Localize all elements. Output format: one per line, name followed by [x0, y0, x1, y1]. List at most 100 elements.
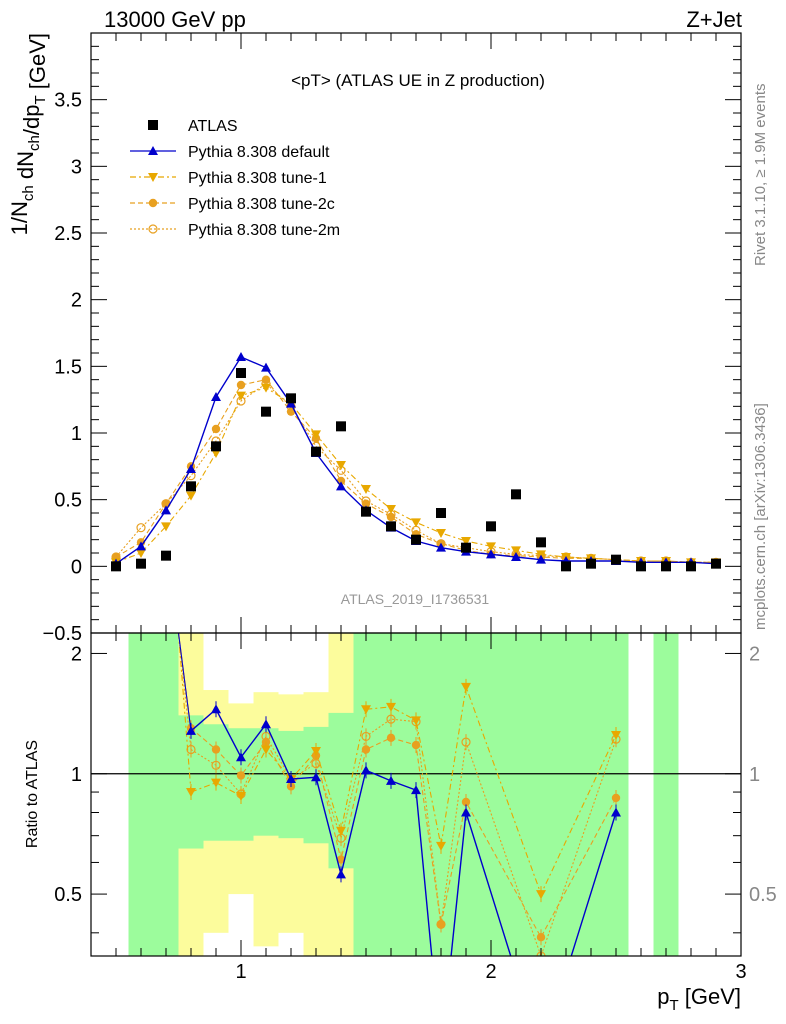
data-point	[586, 558, 596, 569]
data-point	[311, 446, 321, 457]
ratio-y-tick-label-right: 1	[749, 764, 760, 786]
data-point	[261, 375, 271, 384]
band-inner-17	[553, 633, 579, 956]
data-point	[661, 561, 671, 572]
ratio-point	[361, 705, 371, 715]
ratio-point	[436, 920, 446, 929]
data-point	[686, 561, 696, 572]
data-point	[436, 508, 446, 518]
data-point	[336, 461, 346, 470]
ratio-point	[236, 771, 246, 780]
data-point	[236, 380, 246, 390]
data-point	[486, 521, 496, 532]
data-point	[461, 537, 471, 546]
process-label: Z+Jet	[686, 7, 742, 32]
ratio-point	[211, 778, 221, 788]
ratio-point	[436, 841, 446, 851]
data-point	[611, 554, 621, 565]
ratio-line-3	[190, 718, 617, 956]
x-tick-label: 3	[735, 961, 746, 983]
ratio-point	[536, 933, 546, 942]
ratio-point	[461, 682, 471, 692]
data-point	[511, 546, 521, 556]
data-point	[436, 529, 446, 538]
ratio-entry-line	[177, 633, 192, 731]
ratio-point	[361, 745, 371, 754]
ratio-point	[411, 785, 421, 795]
data-point	[511, 552, 521, 561]
legend-marker	[148, 198, 158, 208]
x-tick-label: 1	[235, 961, 246, 983]
ratio-point	[311, 747, 321, 757]
data-point	[461, 542, 471, 553]
series-0	[111, 368, 721, 572]
legend-marker	[148, 224, 158, 234]
y-tick-label: 3	[71, 156, 82, 178]
axis-ticks	[91, 33, 741, 956]
y-tick-label: 0.5	[54, 490, 82, 512]
data-point	[236, 391, 246, 401]
energy-label: 13000 GeV pp	[104, 7, 246, 32]
ratio-y-tick-label: 2	[71, 643, 82, 665]
legend-item-1: Pythia 8.308 default	[130, 144, 330, 161]
data-point	[561, 561, 571, 572]
ratio-point	[211, 760, 221, 770]
ratio-point	[386, 714, 396, 724]
ratio-point	[411, 740, 421, 750]
x-tick-label: 2	[485, 961, 496, 983]
y-tick-label: 2	[71, 290, 82, 312]
x-axis-label: pT [GeV]	[657, 984, 741, 1014]
data-point	[386, 521, 396, 532]
data-point	[411, 518, 421, 528]
legend-label: Pythia 8.308 tune-2m	[188, 222, 340, 239]
ratio-point	[211, 704, 221, 714]
data-point	[261, 406, 271, 417]
band-inner-18	[578, 633, 604, 956]
ratio-plot-series	[177, 633, 621, 956]
data-point	[111, 561, 121, 572]
ratio-point	[336, 869, 346, 879]
data-point	[236, 352, 246, 361]
y-axis-label: 1/Nch dNch/dpT [GeV]	[7, 33, 50, 235]
ratio-point	[336, 855, 346, 864]
legend-label: Pythia 8.308 tune-1	[188, 170, 327, 187]
data-point	[386, 512, 396, 522]
ratio-point	[611, 793, 621, 803]
legend-label: ATLAS	[188, 118, 238, 135]
analysis-tag: ATLAS_2019_I1736531	[341, 591, 490, 607]
data-point	[161, 550, 171, 561]
ratio-y-tick-label-right: 0.5	[749, 884, 777, 906]
data-point	[711, 558, 721, 569]
ratio-point	[236, 791, 246, 801]
legend-item-2: Pythia 8.308 tune-1	[130, 170, 327, 187]
y-tick-label: 0	[71, 556, 82, 578]
band-inner-16	[528, 633, 554, 956]
data-point	[386, 505, 396, 514]
data-point	[136, 541, 146, 551]
ratio-y-tick-label: 0.5	[54, 884, 82, 906]
data-point	[236, 368, 246, 378]
data-point	[136, 558, 146, 569]
legend-marker	[148, 146, 158, 155]
data-point	[536, 537, 546, 548]
data-point	[286, 393, 296, 404]
data-point	[261, 383, 271, 393]
data-point	[161, 522, 171, 532]
ratio-point	[311, 772, 321, 782]
legend-item-3: Pythia 8.308 tune-2c	[130, 196, 335, 213]
data-point	[486, 542, 496, 552]
ratio-point	[186, 788, 196, 798]
data-point	[211, 392, 221, 401]
data-point	[186, 464, 196, 473]
legend: ATLAS Pythia 8.308 default Pythia 8.308 tu…	[130, 118, 340, 239]
data-point	[411, 534, 421, 545]
ratio-y-tick-label-right: 2	[749, 643, 760, 665]
data-point	[311, 430, 321, 440]
ratio-point	[536, 890, 546, 900]
legend-marker	[148, 173, 158, 182]
data-point	[286, 407, 296, 416]
ratio-point	[461, 797, 471, 807]
data-point	[136, 523, 146, 533]
data-point	[486, 549, 496, 559]
data-point	[536, 554, 546, 564]
